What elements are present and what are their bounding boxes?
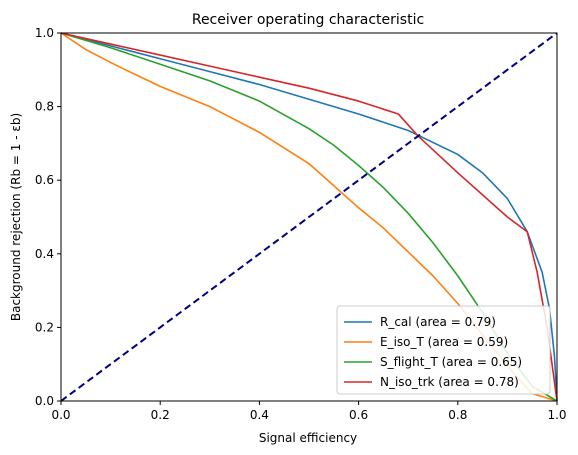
legend-entry-label: N_iso_trk (area = 0.78): [380, 375, 519, 389]
x-axis-label: Signal efficiency: [259, 431, 357, 445]
y-tick-label: 0.6: [35, 173, 54, 187]
y-axis-label: Background rejection (Rb = 1 - εb): [9, 113, 23, 321]
x-tick-label: 0.4: [250, 408, 269, 422]
x-tick-label: 0.6: [349, 408, 368, 422]
y-tick-label: 0.2: [35, 320, 54, 334]
y-axis-ticks: 0.0 0.2 0.4 0.6 0.8 1.0: [35, 26, 61, 408]
x-tick-label: 1.0: [547, 408, 566, 422]
x-tick-label: 0.8: [448, 408, 467, 422]
y-tick-label: 0.8: [35, 100, 54, 114]
legend-entry-label: E_iso_T (area = 0.59): [380, 335, 508, 349]
legend: R_cal (area = 0.79) E_iso_T (area = 0.59)…: [337, 306, 550, 394]
y-tick-label: 1.0: [35, 26, 54, 40]
legend-entry-label: R_cal (area = 0.79): [380, 315, 496, 329]
y-tick-label: 0.0: [35, 394, 54, 408]
x-tick-label: 0.0: [51, 408, 70, 422]
x-axis-ticks: 0.0 0.2 0.4 0.6 0.8 1.0: [51, 401, 566, 422]
legend-entry-label: S_flight_T (area = 0.65): [380, 355, 522, 369]
y-tick-label: 0.4: [35, 247, 54, 261]
chart-title: Receiver operating characteristic: [192, 12, 424, 28]
x-tick-label: 0.2: [151, 408, 170, 422]
